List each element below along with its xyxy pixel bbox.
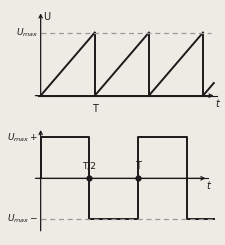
Text: $U_{max}-$: $U_{max}-$ xyxy=(7,213,38,225)
Text: T/2: T/2 xyxy=(82,162,96,171)
Text: T: T xyxy=(135,161,140,171)
Text: $U_{max}$: $U_{max}$ xyxy=(16,26,38,39)
Text: t: t xyxy=(214,99,218,109)
Text: U: U xyxy=(43,12,50,22)
Text: t: t xyxy=(206,181,210,191)
Text: T: T xyxy=(91,104,97,114)
Text: $U_{max}+$: $U_{max}+$ xyxy=(7,131,38,144)
